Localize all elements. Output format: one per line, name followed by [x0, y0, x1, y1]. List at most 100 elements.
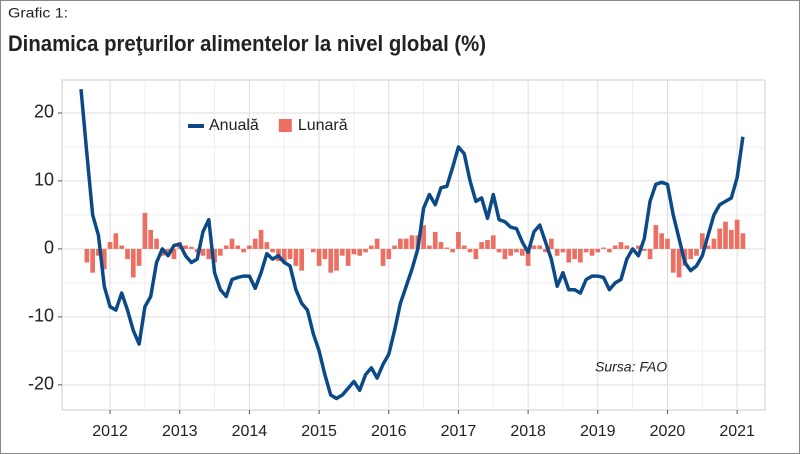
bar [113, 233, 119, 249]
bar [694, 248, 699, 256]
bar [183, 245, 188, 249]
bar [560, 248, 566, 253]
legend-swatch [278, 119, 292, 132]
bar [618, 242, 624, 249]
bar [729, 229, 734, 249]
bar [432, 231, 438, 249]
bar [148, 229, 154, 249]
bar [514, 248, 519, 253]
bar [659, 233, 665, 249]
bar [218, 248, 223, 256]
bar [351, 248, 357, 255]
bar [90, 248, 95, 273]
bar [421, 225, 426, 249]
bar [456, 231, 461, 249]
bar [705, 245, 711, 249]
bar [519, 248, 525, 256]
bar [717, 228, 723, 249]
bar [200, 248, 206, 256]
bar [310, 248, 316, 253]
bar [247, 245, 252, 249]
bar [496, 248, 502, 253]
bar [171, 248, 177, 260]
bar [339, 248, 345, 256]
bar [601, 247, 606, 249]
bar [363, 248, 368, 253]
bar [670, 248, 676, 273]
x-tick-label: 2018 [510, 423, 546, 440]
x-tick-label: 2013 [162, 423, 198, 440]
y-tick-label: -10 [28, 306, 54, 326]
bar [264, 242, 270, 249]
bar [357, 248, 363, 256]
bar [345, 248, 351, 266]
y-tick-label: 0 [44, 238, 54, 258]
bar [427, 245, 432, 249]
bar [334, 248, 339, 271]
x-tick-label: 2016 [371, 423, 407, 440]
bar [624, 245, 630, 249]
bar [270, 248, 275, 253]
bar [636, 245, 641, 249]
bar [194, 248, 200, 253]
x-tick-label: 2020 [650, 423, 686, 440]
bar [525, 248, 531, 266]
bar [740, 233, 746, 249]
bar [235, 245, 241, 249]
bar [723, 221, 728, 249]
bar [508, 248, 514, 256]
bar [665, 238, 670, 249]
x-tick-label: 2014 [232, 423, 268, 440]
bar [101, 248, 107, 270]
bar [398, 238, 403, 249]
bar [299, 248, 305, 271]
bar [734, 219, 740, 249]
y-tick-label: -20 [28, 374, 54, 394]
bar [258, 229, 264, 249]
bar [125, 248, 130, 260]
legend-label: Anuală [209, 117, 259, 134]
bar [212, 248, 217, 263]
bar [107, 242, 113, 249]
bar [467, 248, 473, 253]
chart-title: Dinamica preţurilor alimentelor la nivel… [8, 31, 486, 56]
bar [316, 248, 322, 266]
bar [589, 248, 595, 256]
bar [189, 246, 194, 249]
bar [206, 248, 212, 260]
bar [479, 242, 484, 249]
bar [119, 245, 125, 249]
x-tick-label: 2021 [719, 423, 755, 440]
bar [374, 238, 380, 249]
bar [444, 247, 450, 249]
bar [583, 248, 589, 253]
bar [369, 245, 374, 249]
bar [531, 245, 537, 249]
bar [612, 245, 618, 249]
bar [328, 248, 334, 273]
bar [409, 235, 415, 249]
bar [537, 245, 543, 249]
bar [142, 212, 148, 249]
x-tick-label: 2019 [580, 423, 616, 440]
line [79, 89, 745, 401]
bar [241, 248, 246, 253]
bar [578, 248, 583, 263]
chart-subtitle: Grafic 1: [8, 5, 68, 21]
x-tick-label: 2017 [441, 423, 477, 440]
bar [229, 238, 235, 249]
bar [641, 248, 647, 251]
x-tick-label: 2015 [301, 423, 337, 440]
bar [287, 248, 293, 260]
y-tick-label: 10 [34, 170, 54, 190]
bar [473, 248, 479, 260]
bar [566, 248, 572, 263]
bar [136, 248, 142, 266]
bar [322, 248, 328, 260]
bar [96, 248, 101, 256]
bar [548, 238, 554, 249]
bar [502, 248, 508, 260]
y-tick-label: 20 [34, 102, 54, 122]
